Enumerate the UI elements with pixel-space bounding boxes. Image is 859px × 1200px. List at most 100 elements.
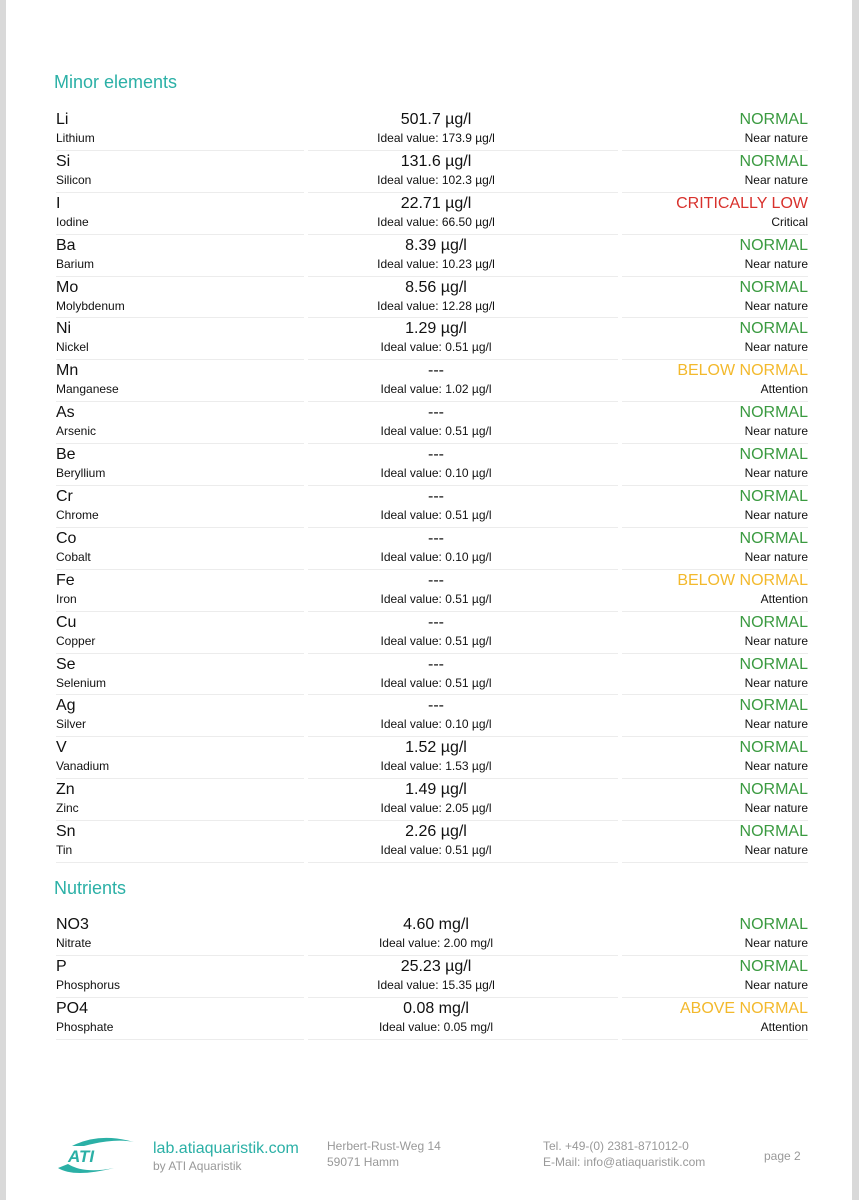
measured-value: --- xyxy=(428,404,444,422)
element-name: Beryllium xyxy=(56,466,106,481)
row-divider xyxy=(56,954,304,956)
table-row: Si Silicon 131.6 µg/l Ideal value: 102.3 µg… xyxy=(56,152,808,194)
measured-value: 8.39 µg/l xyxy=(405,236,467,254)
row-divider xyxy=(622,275,808,277)
table-row: Mn Manganese --- Ideal value: 1.02 µg/l BELO… xyxy=(56,361,808,403)
row-divider xyxy=(308,485,618,487)
status-label: NORMAL xyxy=(739,446,808,464)
row-divider xyxy=(56,1038,304,1040)
measured-value: 1.29 µg/l xyxy=(405,320,467,338)
status-label: NORMAL xyxy=(739,697,808,715)
row-divider xyxy=(308,359,618,361)
element-symbol: Co xyxy=(56,529,77,547)
minor-elements-table: Li Lithium 501.7 µg/l Ideal value: 173.9 µg… xyxy=(56,110,808,864)
table-row: NO3 Nitrate 4.60 mg/l Ideal value: 2.00 mg/… xyxy=(56,915,808,957)
table-row: Li Lithium 501.7 µg/l Ideal value: 173.9 µg… xyxy=(56,110,808,152)
element-symbol: Ni xyxy=(56,320,72,338)
ideal-value: Ideal value: 0.10 µg/l xyxy=(380,466,492,481)
ideal-value: Ideal value: 10.23 µg/l xyxy=(377,256,495,271)
footer-email: E-Mail: info@atiaquaristik.com xyxy=(543,1155,706,1169)
status-description: Critical xyxy=(771,214,808,229)
element-name: Phosphorus xyxy=(56,977,121,992)
ideal-value: Ideal value: 0.10 µg/l xyxy=(380,549,492,564)
status-label: NORMAL xyxy=(739,781,808,799)
svg-text:ATI: ATI xyxy=(67,1147,95,1166)
table-row: Zn Zinc 1.49 µg/l Ideal value: 2.05 µg/l NOR… xyxy=(56,780,808,822)
element-symbol: I xyxy=(56,194,61,212)
ideal-value: Ideal value: 1.02 µg/l xyxy=(380,382,492,397)
ideal-value: Ideal value: 173.9 µg/l xyxy=(377,131,495,145)
row-divider xyxy=(308,652,618,654)
table-row: PO4 Phosphate 0.08 mg/l Ideal value: 0.05 m… xyxy=(56,999,808,1041)
ideal-value: Ideal value: 0.51 µg/l xyxy=(380,675,492,690)
ideal-value: Ideal value: 12.28 µg/l xyxy=(377,298,495,313)
status-description: Attention xyxy=(760,382,808,397)
element-name: Arsenic xyxy=(56,424,97,439)
status-description: Near nature xyxy=(744,633,808,648)
status-description: Attention xyxy=(760,1019,808,1034)
status-description: Near nature xyxy=(744,131,808,145)
row-divider xyxy=(622,149,808,151)
row-divider xyxy=(56,233,304,235)
table-row: Co Cobalt --- Ideal value: 0.10 µg/l NORMAL N… xyxy=(56,529,808,571)
footer-city: 59071 Hamm xyxy=(327,1155,400,1169)
measured-value: 1.52 µg/l xyxy=(405,739,467,757)
measured-value: 22.71 µg/l xyxy=(400,194,472,212)
element-name: Cobalt xyxy=(56,549,91,564)
measured-value: 501.7 µg/l xyxy=(400,111,472,128)
element-symbol: P xyxy=(56,957,67,975)
element-name: Iron xyxy=(56,591,77,606)
status-label: CRITICALLY LOW xyxy=(676,194,808,212)
status-label: ABOVE NORMAL xyxy=(679,999,808,1017)
element-symbol: Sn xyxy=(56,823,76,841)
ideal-value: Ideal value: 0.51 µg/l xyxy=(380,633,492,648)
ideal-value: Ideal value: 0.51 µg/l xyxy=(380,508,492,523)
row-divider xyxy=(308,862,618,864)
ideal-value: Ideal value: 0.51 µg/l xyxy=(380,591,492,606)
row-divider xyxy=(56,694,304,696)
status-label: NORMAL xyxy=(739,278,808,296)
row-divider xyxy=(308,191,618,193)
measured-value: --- xyxy=(428,613,444,631)
row-divider xyxy=(308,1038,618,1040)
ideal-value: Ideal value: 0.10 µg/l xyxy=(380,717,492,732)
element-symbol: Be xyxy=(56,446,76,464)
row-divider xyxy=(622,820,808,822)
element-symbol: Cu xyxy=(56,613,77,631)
element-name: Selenium xyxy=(56,675,107,690)
status-label: NORMAL xyxy=(739,655,808,673)
status-description: Near nature xyxy=(744,172,808,187)
element-name: Lithium xyxy=(56,131,95,145)
element-symbol: Si xyxy=(56,152,71,170)
table-row: Sn Tin 2.26 µg/l Ideal value: 0.51 µg/l NORM… xyxy=(56,822,808,864)
row-divider xyxy=(56,275,304,277)
status-description: Near nature xyxy=(744,466,808,481)
status-description: Near nature xyxy=(744,256,808,271)
table-row: Ba Barium 8.39 µg/l Ideal value: 10.23 µg/l… xyxy=(56,236,808,278)
row-divider xyxy=(56,568,304,570)
measured-value: 0.08 mg/l xyxy=(403,999,469,1017)
ideal-value: Ideal value: 15.35 µg/l xyxy=(377,977,495,992)
ideal-value: Ideal value: 102.3 µg/l xyxy=(377,172,495,187)
status-label: NORMAL xyxy=(739,739,808,757)
row-divider xyxy=(622,954,808,956)
table-row: Ag Silver --- Ideal value: 0.10 µg/l NORMAL N… xyxy=(56,696,808,738)
footer-site-link[interactable]: lab.atiaquaristik.com xyxy=(153,1140,299,1157)
element-symbol: Mo xyxy=(56,278,79,296)
element-name: Iodine xyxy=(56,214,89,229)
measured-value: --- xyxy=(428,529,444,547)
table-row: Be Beryllium --- Ideal value: 0.10 µg/l NORM… xyxy=(56,445,808,487)
row-divider xyxy=(622,568,808,570)
row-divider xyxy=(56,526,304,528)
element-name: Nickel xyxy=(56,340,89,355)
ideal-value: Ideal value: 0.51 µg/l xyxy=(380,340,492,355)
measured-value: --- xyxy=(428,655,444,673)
row-divider xyxy=(56,778,304,780)
measured-value: --- xyxy=(428,362,444,380)
element-name: Vanadium xyxy=(56,759,110,774)
row-divider xyxy=(308,736,618,738)
element-symbol: Fe xyxy=(56,571,75,589)
measured-value: 25.23 µg/l xyxy=(400,957,472,975)
ideal-value: Ideal value: 2.00 mg/l xyxy=(378,936,494,950)
element-symbol: Li xyxy=(56,111,69,128)
